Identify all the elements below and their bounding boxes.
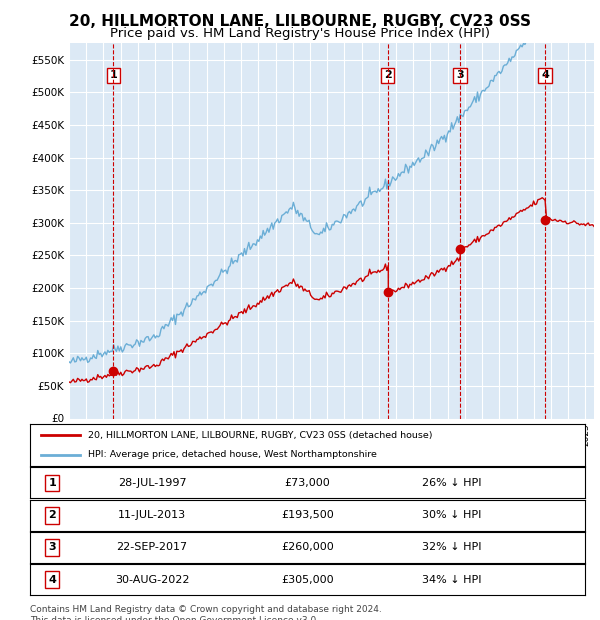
- Text: 1: 1: [109, 70, 117, 80]
- Text: 2: 2: [49, 510, 56, 520]
- Text: £73,000: £73,000: [284, 478, 331, 488]
- Text: 22-SEP-2017: 22-SEP-2017: [116, 542, 188, 552]
- Text: Price paid vs. HM Land Registry's House Price Index (HPI): Price paid vs. HM Land Registry's House …: [110, 27, 490, 40]
- Text: 3: 3: [456, 70, 464, 80]
- Text: 30% ↓ HPI: 30% ↓ HPI: [422, 510, 481, 520]
- Text: £305,000: £305,000: [281, 575, 334, 585]
- Text: HPI: Average price, detached house, West Northamptonshire: HPI: Average price, detached house, West…: [88, 450, 377, 459]
- Text: 32% ↓ HPI: 32% ↓ HPI: [422, 542, 482, 552]
- Text: 34% ↓ HPI: 34% ↓ HPI: [422, 575, 482, 585]
- Text: 4: 4: [541, 70, 549, 80]
- Text: £260,000: £260,000: [281, 542, 334, 552]
- Text: 2: 2: [384, 70, 392, 80]
- Text: 30-AUG-2022: 30-AUG-2022: [115, 575, 190, 585]
- Text: 1: 1: [49, 478, 56, 488]
- Text: 11-JUL-2013: 11-JUL-2013: [118, 510, 186, 520]
- Text: 4: 4: [48, 575, 56, 585]
- Text: 28-JUL-1997: 28-JUL-1997: [118, 478, 187, 488]
- Text: 20, HILLMORTON LANE, LILBOURNE, RUGBY, CV23 0SS (detached house): 20, HILLMORTON LANE, LILBOURNE, RUGBY, C…: [88, 431, 433, 440]
- Text: 20, HILLMORTON LANE, LILBOURNE, RUGBY, CV23 0SS: 20, HILLMORTON LANE, LILBOURNE, RUGBY, C…: [69, 14, 531, 29]
- Text: Contains HM Land Registry data © Crown copyright and database right 2024.
This d: Contains HM Land Registry data © Crown c…: [30, 605, 382, 620]
- Text: 26% ↓ HPI: 26% ↓ HPI: [422, 478, 482, 488]
- Text: £193,500: £193,500: [281, 510, 334, 520]
- Text: 3: 3: [49, 542, 56, 552]
